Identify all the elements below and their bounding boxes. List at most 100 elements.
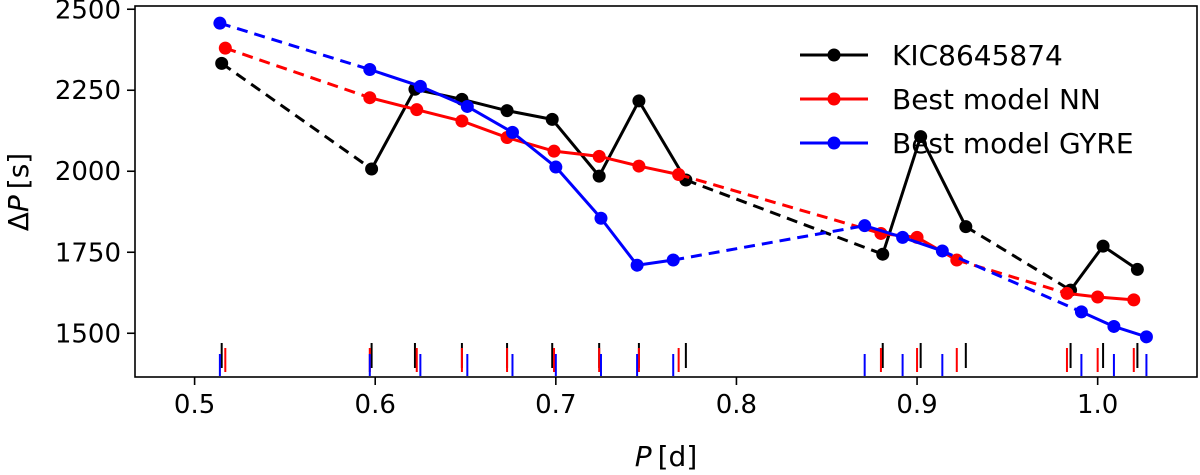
data-point (672, 167, 686, 181)
x-axis-label: P [d] (635, 440, 698, 473)
series-segment (919, 135, 968, 228)
series-segment (369, 96, 418, 112)
series-segment (551, 118, 601, 178)
legend-marker (827, 92, 841, 106)
chart-marks (213, 16, 1153, 344)
series-segment (553, 149, 600, 158)
plot-frame (134, 5, 1198, 378)
data-point (630, 258, 644, 272)
data-point (500, 104, 514, 118)
x-axis-label-unit: [d] (658, 440, 698, 473)
x-tick-label: 0.5 (174, 390, 215, 420)
data-point (410, 103, 424, 117)
series-segment (416, 108, 463, 123)
series-segment (219, 21, 371, 71)
data-point (1096, 239, 1110, 253)
data-point (505, 125, 519, 139)
data-point (365, 162, 379, 176)
data-point (455, 114, 469, 128)
data-point (632, 159, 646, 173)
series-segment (506, 109, 553, 121)
x-tick-label: 1.0 (1077, 390, 1118, 420)
x-tick-label: 0.9 (896, 390, 937, 420)
series-segment (220, 62, 373, 171)
series-segment (506, 136, 555, 153)
data-point (1139, 330, 1153, 344)
legend-marker (827, 48, 841, 62)
y-tick-label: 1500 (55, 319, 121, 349)
y-tick-label: 2250 (55, 76, 121, 106)
series-segment (461, 119, 508, 139)
series-segment (864, 224, 904, 239)
data-point (1091, 290, 1105, 304)
legend-label: KIC8645874 (892, 39, 1063, 72)
data-point (1130, 262, 1144, 276)
series-segment (598, 154, 640, 168)
y-axis: 1500 1750 2000 2250 2500 (55, 0, 135, 349)
y-tick-label: 1750 (55, 238, 121, 268)
series-segment (1069, 245, 1105, 292)
x-tick-label: 0.8 (716, 390, 757, 420)
series-segment (597, 100, 641, 177)
data-point (460, 99, 474, 113)
data-point (858, 219, 872, 233)
data-point (876, 247, 890, 261)
series-segment (599, 217, 639, 267)
data-point (632, 94, 646, 108)
series-segment (1102, 244, 1139, 271)
x-tick-label: 0.6 (355, 390, 396, 420)
y-axis-label: ΔP [s] (2, 153, 35, 231)
series-segment (224, 46, 371, 100)
series-segment (638, 164, 679, 176)
series-segment (369, 68, 421, 88)
data-point (914, 130, 928, 144)
data-point (1107, 319, 1121, 333)
series-segment (941, 249, 1083, 314)
series-segment (554, 166, 603, 220)
data-point (935, 244, 949, 258)
data-point (363, 63, 377, 77)
x-tick-label: 0.7 (535, 390, 576, 420)
data-point (1074, 305, 1088, 319)
x-axis-label-var: P (635, 440, 652, 473)
x-axis: 0.5 0.6 0.7 0.8 0.9 1.0 (174, 377, 1118, 420)
data-point (666, 253, 680, 267)
data-point (213, 16, 227, 30)
series-segment (965, 225, 1072, 292)
data-point (1127, 293, 1141, 307)
data-point (545, 112, 559, 126)
data-point (215, 56, 229, 70)
legend: KIC8645874 Best model NN Best model GYRE (800, 39, 1134, 160)
period-tick-marks (218, 343, 1148, 376)
series-segment (685, 178, 884, 256)
series-segment (466, 105, 514, 134)
data-point (592, 149, 606, 163)
data-point (959, 220, 973, 234)
data-point (218, 41, 232, 55)
series-segment (370, 88, 417, 170)
legend-label: Best model NN (892, 83, 1101, 116)
y-tick-label: 2000 (55, 157, 121, 187)
data-point (594, 211, 608, 225)
data-point (413, 79, 427, 93)
data-point (1060, 286, 1074, 300)
series-segment (902, 235, 943, 253)
series-segment (637, 100, 688, 181)
data-point (363, 91, 377, 105)
y-axis-label-delta: Δ (2, 212, 35, 231)
series-segment (419, 84, 468, 108)
data-point (896, 230, 910, 244)
y-axis-label-var: P (2, 195, 35, 212)
data-point (592, 169, 606, 183)
y-axis-label-unit: [s] (2, 153, 35, 189)
data-point (547, 144, 561, 158)
series-segment (511, 131, 557, 169)
legend-label: Best model GYRE (892, 127, 1134, 160)
data-point (950, 253, 964, 267)
series-segment (672, 224, 865, 262)
data-point (549, 160, 563, 174)
y-tick-label: 2500 (55, 0, 121, 25)
series-segment (956, 258, 1068, 295)
legend-marker (827, 136, 841, 150)
